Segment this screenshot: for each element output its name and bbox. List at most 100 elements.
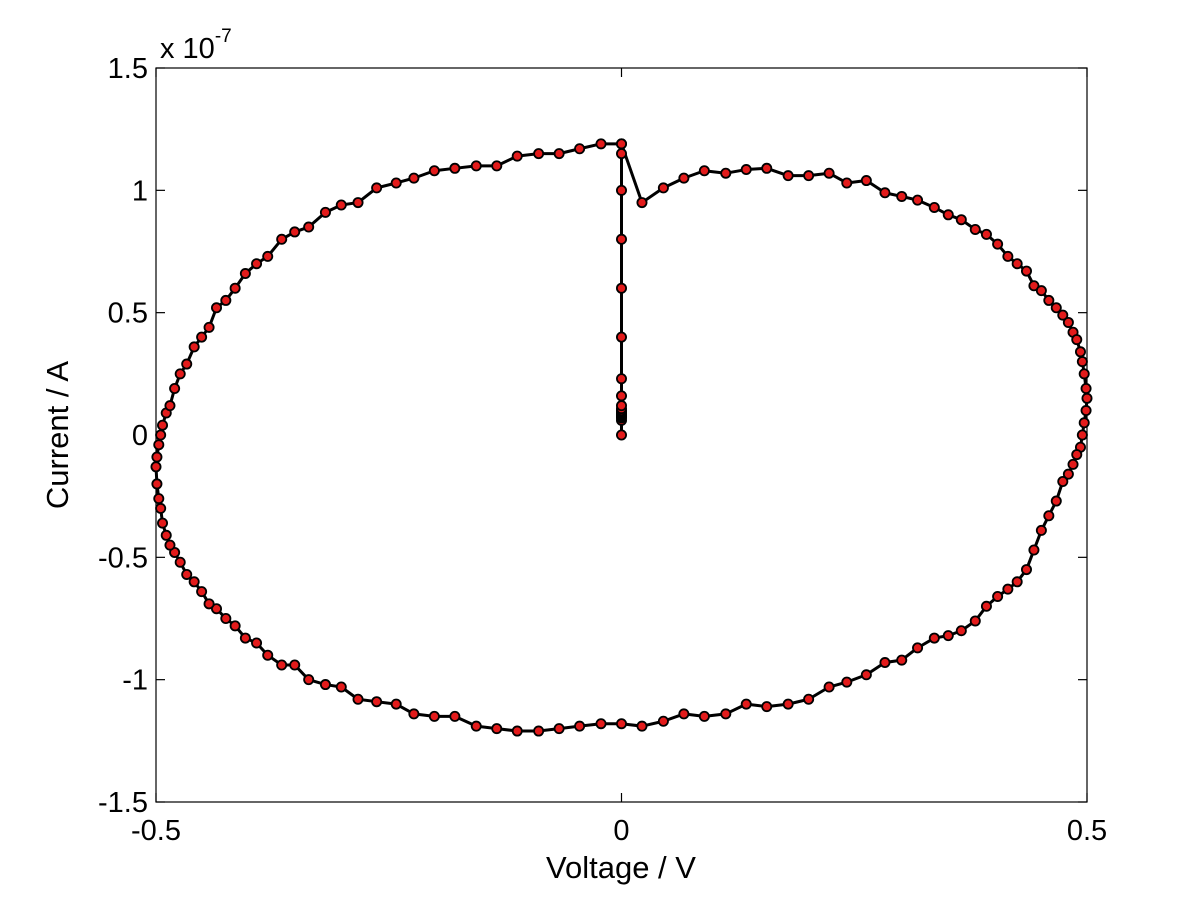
data-point [239, 268, 251, 280]
data-point [841, 676, 853, 688]
series-1 [150, 138, 1093, 737]
data-point [169, 383, 181, 395]
data-point [196, 331, 208, 343]
data-point [1080, 405, 1092, 417]
data-point [1020, 564, 1032, 576]
data-point [319, 679, 331, 691]
data-point [1028, 544, 1040, 556]
data-point [616, 400, 628, 412]
data-point [276, 659, 288, 671]
data-point [408, 708, 420, 720]
data-point [698, 165, 710, 177]
data-point [860, 669, 872, 681]
data-point [595, 718, 607, 730]
data-point [992, 590, 1004, 602]
data-point [174, 556, 186, 568]
data-point [428, 710, 440, 722]
data-point [1062, 316, 1074, 328]
tick-labels: -0.5 0 0.5 -1.5 -1 -0.5 0 0.5 1 1.5 [98, 53, 1107, 847]
data-point [896, 190, 908, 202]
data-point [616, 718, 628, 730]
data-point [678, 172, 690, 184]
data-point [289, 659, 301, 671]
data-point [491, 160, 503, 172]
data-point [1011, 258, 1023, 270]
data-point [1074, 346, 1086, 358]
data-point [164, 400, 176, 412]
data-point [657, 715, 669, 727]
data-point [151, 451, 163, 463]
data-point [155, 429, 167, 441]
data-point [533, 725, 545, 737]
x-tick-label: 0.5 [1067, 815, 1107, 847]
y-tick-label: -1 [122, 665, 148, 697]
data-point [1057, 309, 1069, 321]
data-point [1078, 417, 1090, 429]
data-point [153, 439, 165, 451]
x-axis-label: Voltage / V [546, 850, 696, 885]
data-point [574, 720, 586, 732]
data-point [390, 177, 402, 189]
data-point [449, 162, 461, 174]
x-tick-label: -0.5 [131, 815, 181, 847]
data-point [1002, 250, 1014, 262]
data-point [740, 164, 752, 176]
data-point [150, 461, 162, 473]
data-point [262, 250, 274, 262]
data-point [470, 720, 482, 732]
data-point [262, 649, 274, 661]
data-point [1076, 429, 1088, 441]
data-point [912, 642, 924, 654]
data-point [636, 197, 648, 209]
data-point [211, 302, 223, 314]
data-point [761, 162, 773, 174]
data-point [157, 419, 169, 431]
data-point [879, 657, 891, 669]
data-point [782, 170, 794, 182]
data-point [1078, 368, 1090, 380]
data-point [352, 197, 364, 209]
data-point [371, 696, 383, 708]
data-point [955, 214, 967, 226]
data-point [657, 182, 669, 194]
y-tick-label: 0 [132, 420, 148, 452]
data-point [616, 429, 628, 441]
data-point [616, 373, 628, 385]
data-point [1057, 475, 1069, 487]
y-tick-label: 0.5 [108, 298, 148, 330]
data-point [616, 390, 628, 402]
data-point [1043, 294, 1055, 306]
x-tick-label: 0 [613, 815, 629, 847]
data-point [942, 630, 954, 642]
y-tick-label: -1.5 [98, 787, 148, 819]
data-point [1050, 495, 1062, 507]
data-point [1071, 334, 1083, 346]
data-point [553, 148, 565, 160]
data-point [1028, 280, 1040, 292]
data-point [1050, 302, 1062, 314]
data-point [390, 698, 402, 710]
data-point [912, 194, 924, 206]
data-point [151, 478, 163, 490]
data-point [203, 598, 215, 610]
data-point [157, 517, 169, 529]
data-point [678, 708, 690, 720]
data-point [616, 138, 628, 150]
y-axis-label: Current / A [40, 361, 75, 509]
data-point [1043, 510, 1055, 522]
data-point [616, 233, 628, 245]
y-exponent-base: x 10 [160, 33, 215, 65]
data-point [720, 708, 732, 720]
data-point [181, 568, 193, 580]
data-point [860, 175, 872, 187]
data-point [955, 625, 967, 637]
data-point [636, 720, 648, 732]
data-point [1067, 458, 1079, 470]
data-point [352, 693, 364, 705]
data-point [942, 209, 954, 221]
data-point [164, 539, 176, 551]
data-point [220, 613, 232, 625]
y-exponent-label: x 10-7 [160, 26, 232, 65]
data-point [595, 138, 607, 150]
data-point [720, 167, 732, 179]
